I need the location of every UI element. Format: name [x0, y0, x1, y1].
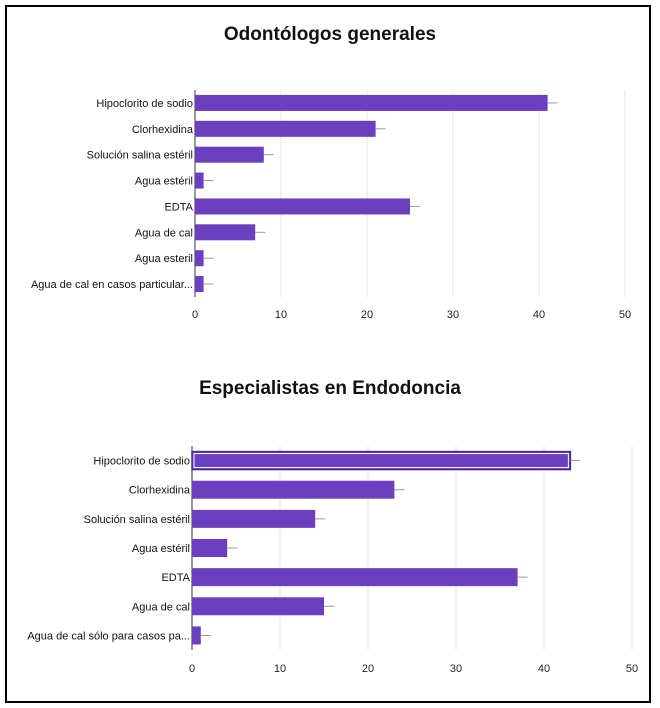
category-label: Agua de cal sólo para casos pa...	[27, 630, 190, 642]
category-label: Agua de cal	[132, 601, 190, 613]
bar	[192, 597, 324, 616]
bar	[192, 509, 316, 528]
x-tick-label: 50	[619, 309, 631, 321]
bar	[195, 250, 204, 267]
x-tick-label: 30	[450, 663, 462, 675]
x-tick-label: 40	[533, 309, 545, 321]
bar	[195, 172, 204, 189]
category-label: Solución salina estéril	[87, 150, 193, 162]
x-tick-label: 10	[275, 309, 287, 321]
x-tick-label: 20	[362, 663, 374, 675]
x-tick-label: 20	[361, 309, 373, 321]
bar	[191, 450, 572, 471]
category-label: Agua de cal	[135, 227, 193, 239]
category-label: Solución salina estéril	[84, 514, 190, 526]
category-label: Agua esteril	[135, 253, 193, 265]
category-label: Agua estéril	[132, 543, 190, 555]
bar	[195, 276, 204, 293]
bar-highlight-outline	[193, 453, 569, 469]
bar	[192, 480, 395, 499]
bar	[192, 568, 518, 587]
bar	[192, 539, 228, 557]
chart-title-2: Especialistas en Endodoncia	[199, 378, 461, 399]
category-label: Clorhexidina	[132, 124, 194, 136]
bar	[195, 224, 256, 241]
category-label: Hipoclorito de sodio	[93, 456, 190, 468]
category-label: Clorhexidina	[129, 485, 191, 497]
chart-title-1: Odontólogos generales	[223, 24, 437, 45]
bar	[192, 626, 201, 645]
x-tick-label: 0	[189, 663, 195, 675]
bar	[195, 94, 548, 111]
bar	[195, 146, 264, 163]
x-tick-label: 40	[538, 663, 550, 675]
x-tick-label: 0	[192, 309, 198, 321]
category-label: EDTA	[161, 572, 190, 584]
x-tick-label: 30	[447, 309, 459, 321]
category-label: Agua de cal en casos particular...	[31, 279, 193, 291]
x-tick-label: 10	[274, 663, 286, 675]
category-label: EDTA	[164, 201, 193, 213]
x-tick-label: 50	[626, 663, 638, 675]
category-label: Hipoclorito de sodio	[96, 98, 193, 110]
bar	[195, 198, 410, 215]
bar	[195, 120, 376, 137]
category-label: Agua estéril	[135, 176, 193, 188]
